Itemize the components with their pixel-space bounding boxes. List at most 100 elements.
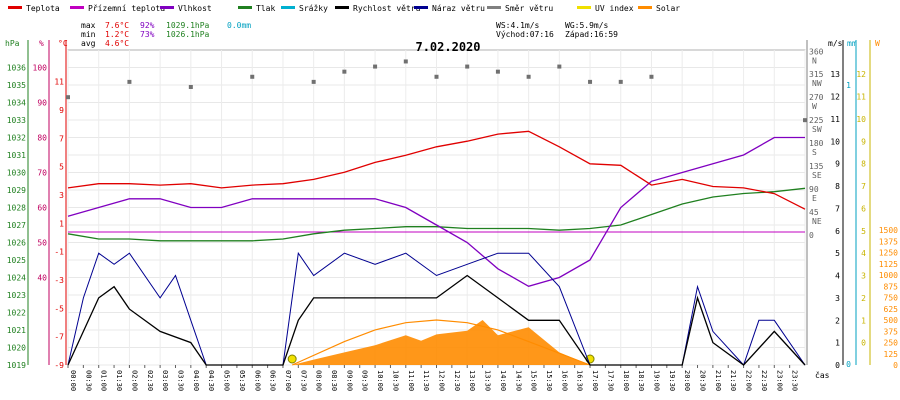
axis-uv-tick: 8 xyxy=(861,160,866,169)
wind-speed-avg: WS:4.1m/s xyxy=(496,21,540,30)
axis-x-tick: 17:30 xyxy=(606,370,614,391)
axis-pct-tick: 60 xyxy=(37,204,47,213)
axis-x-tick: 18:30 xyxy=(637,370,645,391)
axis-x-tick: 11:00 xyxy=(407,370,415,391)
temperature-line xyxy=(67,130,806,210)
axis-hpa-tick: 1031 xyxy=(7,151,26,160)
legend-swatch xyxy=(577,6,591,9)
axis-dir-tick: 90 xyxy=(809,185,819,194)
axis-mm-unit: mm xyxy=(847,39,857,48)
axis-x-tick: 16:00 xyxy=(560,370,568,391)
axis-uv-tick: 3 xyxy=(861,272,866,281)
axis-pct-tick: 70 xyxy=(37,169,47,178)
axis-x-tick: 22:00 xyxy=(745,370,753,391)
axis-hpa-tick: 1019 xyxy=(7,361,26,370)
axis-ms-tick: 0 xyxy=(835,361,840,370)
axis-x-tick: 06:30 xyxy=(269,370,277,391)
axis-x-tick: 08:00 xyxy=(315,370,323,391)
legend-label: Srážky xyxy=(299,4,328,13)
wind-direction-point xyxy=(649,74,654,79)
wind-direction-point xyxy=(373,64,378,69)
axis-temp-tick: 1 xyxy=(59,219,64,228)
axis-uv-tick: 6 xyxy=(861,204,866,213)
axis-ms-unit: m/s xyxy=(828,39,843,48)
wind-direction-point xyxy=(803,118,807,123)
axis-x-tick: 18:00 xyxy=(622,370,630,391)
legend-label: Přízemní teplota xyxy=(88,4,165,13)
axis-ms-tick: 2 xyxy=(835,316,840,325)
axis-hpa-tick: 1023 xyxy=(7,291,26,300)
axis-dir-letter: N xyxy=(812,56,817,65)
wind-direction-point xyxy=(342,69,347,74)
axis-x-tick: 20:30 xyxy=(699,370,707,391)
legend-swatch xyxy=(238,6,252,9)
axis-x-tick: 12:30 xyxy=(453,370,461,391)
wind-speed-line xyxy=(67,274,806,366)
axis-uv-tick: 2 xyxy=(861,294,866,303)
axis-hpa-tick: 1025 xyxy=(7,256,26,265)
stat-max-hum: 92% xyxy=(140,21,155,30)
axis-temp-tick: 5 xyxy=(59,163,64,172)
stat-max-temp: 7.6°C xyxy=(105,21,129,30)
axis-x-tick: 00:30 xyxy=(84,370,92,391)
axis-mm-tick: 0 xyxy=(846,360,851,369)
axis-temp-tick: 11 xyxy=(54,78,64,87)
axis-x-tick: 22:30 xyxy=(760,370,768,391)
axis-uv-tick: 7 xyxy=(861,182,866,191)
legend-label: Teplota xyxy=(26,4,60,13)
axis-dir-tick: 135 xyxy=(809,162,824,171)
legend-swatch xyxy=(281,6,295,9)
axis-ms-tick: 10 xyxy=(830,137,840,146)
stat-min-temp: 1.2°C xyxy=(105,30,129,39)
axis-w-tick: 250 xyxy=(884,339,899,348)
axis-hpa-unit: hPa xyxy=(5,39,20,48)
axis-dir-letter: NW xyxy=(812,79,822,88)
axis-x-tick: 04:30 xyxy=(207,370,215,391)
wind-direction-point xyxy=(250,74,255,79)
axis-uv-tick: 11 xyxy=(856,93,866,102)
solar-area xyxy=(292,320,591,365)
axis-x-tick: 19:00 xyxy=(652,370,660,391)
axis-x-tick: 05:00 xyxy=(223,370,231,391)
stat-max-press: 1029.1hPa xyxy=(166,21,210,30)
axis-temp-tick: -1 xyxy=(54,248,64,257)
axis-uv-tick: 12 xyxy=(856,70,866,79)
axis-x-label: čas xyxy=(815,370,830,380)
axis-x-tick: 14:30 xyxy=(514,370,522,391)
axis-hpa-tick: 1028 xyxy=(7,204,26,213)
axis-x-tick: 20:00 xyxy=(683,370,691,391)
legend-swatch xyxy=(160,6,174,9)
axis-w-tick: 1250 xyxy=(879,249,898,258)
axis-w-tick: 625 xyxy=(884,305,899,314)
axis-hpa-tick: 1021 xyxy=(7,326,26,335)
axis-w-tick: 1375 xyxy=(879,237,898,246)
chart-title: 7.02.2020 xyxy=(415,40,480,54)
wind-direction-point xyxy=(557,64,562,69)
axis-w-tick: 500 xyxy=(884,316,899,325)
axis-w-tick: 1000 xyxy=(879,271,898,280)
axis-uv-tick: 10 xyxy=(856,115,866,124)
axis-x-tick: 10:00 xyxy=(376,370,384,391)
wind-direction-point xyxy=(188,84,193,89)
sun-path-line xyxy=(291,319,591,366)
legend-label: Náraz větru xyxy=(432,4,485,13)
axis-dir-tick: 225 xyxy=(809,116,824,125)
axis-ms-tick: 6 xyxy=(835,227,840,236)
axis-x-tick: 12:00 xyxy=(438,370,446,391)
legend-swatch xyxy=(638,6,652,9)
axis-x-tick: 21:30 xyxy=(729,370,737,391)
axis-pct-tick: 50 xyxy=(37,239,47,248)
axis-x-tick: 07:00 xyxy=(284,370,292,391)
axis-x-tick: 05:30 xyxy=(238,370,246,391)
axis-x-tick: 13:00 xyxy=(468,370,476,391)
stat-max-rain: 0.0mm xyxy=(227,21,251,30)
axis-temp-tick: -9 xyxy=(54,361,64,370)
axis-mm-tick: 1 xyxy=(846,81,851,90)
legend-label: Vlhkost xyxy=(178,4,212,13)
axis-dir-letter: W xyxy=(812,102,817,111)
axis-pct-tick: 100 xyxy=(33,64,48,73)
axis-ms-tick: 12 xyxy=(830,93,840,102)
wind-direction-point xyxy=(311,79,316,84)
stat-avg-label: avg xyxy=(81,39,96,48)
